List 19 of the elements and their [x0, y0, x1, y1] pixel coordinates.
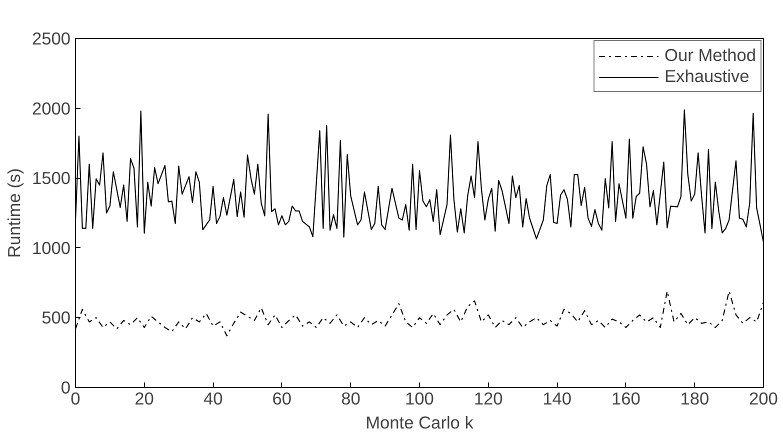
x-tick-label: 140 — [542, 388, 572, 408]
legend-label: Exhaustive — [664, 66, 750, 87]
y-tick-label: 500 — [42, 308, 71, 328]
x-axis-title: Monte Carlo k — [366, 412, 474, 432]
x-tick-label: 60 — [272, 388, 292, 408]
x-tick-label: 100 — [405, 388, 434, 408]
y-tick-label: 1500 — [32, 168, 71, 188]
x-tick-label: 120 — [474, 388, 503, 408]
x-tick-label: 20 — [134, 388, 154, 408]
x-tick-label: 80 — [341, 388, 360, 408]
y-tick-label: 2000 — [32, 98, 71, 118]
x-tick-label: 160 — [611, 388, 640, 408]
x-tick-label: 180 — [680, 388, 710, 408]
y-tick-label: 2500 — [32, 28, 71, 48]
y-tick-label: 1000 — [32, 238, 71, 258]
x-tick-label: 200 — [749, 388, 778, 408]
legend-label: Our Method — [664, 45, 756, 66]
x-tick-label: 40 — [203, 388, 223, 408]
y-axis-title: Runtime (s) — [4, 168, 24, 258]
